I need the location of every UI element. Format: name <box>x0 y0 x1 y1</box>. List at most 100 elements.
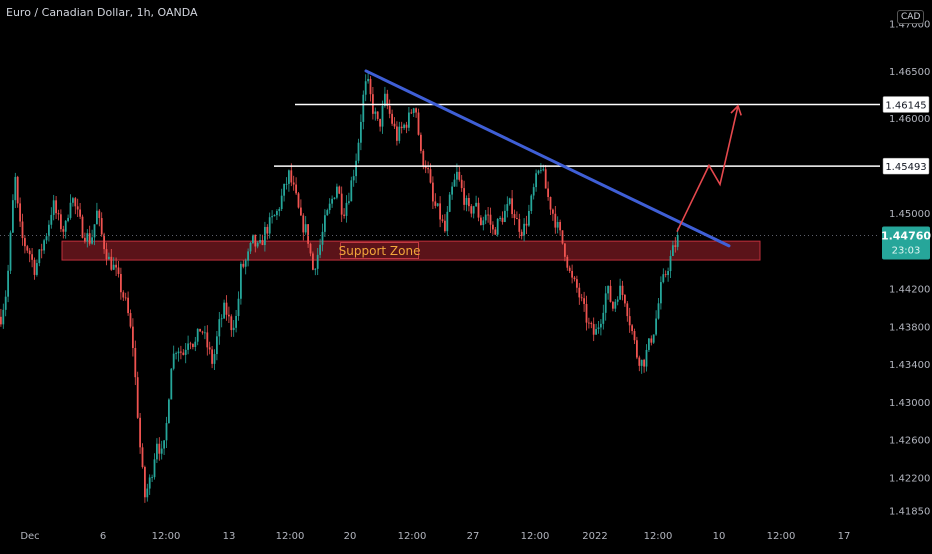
candle-body <box>417 112 420 135</box>
support-zone-label: Support Zone <box>339 244 421 258</box>
time-axis-tick: 2022 <box>582 531 607 542</box>
candle-body <box>247 251 249 261</box>
level-price-label-1-box <box>882 96 930 113</box>
candle-body <box>268 217 271 234</box>
candle-body <box>36 263 38 275</box>
candle-body <box>391 113 393 124</box>
time-axis-tick: 17 <box>838 531 851 542</box>
candle-body <box>254 234 257 247</box>
candle-body <box>434 201 437 206</box>
candle-body <box>230 316 233 331</box>
candle-body <box>160 448 163 454</box>
candle-body <box>276 211 278 216</box>
candle-body <box>187 343 189 350</box>
candle-body <box>499 217 501 219</box>
candle-body <box>19 203 21 222</box>
candle-body <box>199 328 201 332</box>
candle-body <box>0 316 2 325</box>
candle-body <box>609 285 612 302</box>
candle-body <box>376 111 379 119</box>
candle-body <box>74 198 77 207</box>
time-axis-tick: 12:00 <box>767 531 796 542</box>
candle-body <box>480 217 482 225</box>
candle-body <box>33 259 36 275</box>
candle-body <box>84 237 86 242</box>
candle-body <box>662 274 665 283</box>
candle-body <box>103 234 105 250</box>
candle-body <box>86 233 89 242</box>
candle-body <box>477 202 480 218</box>
candle-body <box>242 263 245 267</box>
candle-body <box>300 207 302 216</box>
candle-body <box>40 249 43 251</box>
candle-body <box>163 440 165 449</box>
candle-body <box>79 209 81 217</box>
time-axis-tick: 12:00 <box>152 531 181 542</box>
candle-body <box>194 341 197 347</box>
candle-body <box>472 206 475 214</box>
candle-body <box>153 459 156 478</box>
candle-body <box>288 170 290 184</box>
candle-body <box>379 118 381 127</box>
candle-body <box>348 201 350 203</box>
candle-body <box>237 298 240 317</box>
candle-body <box>345 202 348 216</box>
projection-path[interactable] <box>676 105 739 233</box>
candle-body <box>367 78 369 82</box>
candle-body <box>650 338 653 343</box>
candle-body <box>326 210 329 216</box>
candle-body <box>360 121 362 143</box>
trendline[interactable] <box>364 69 731 248</box>
candle-body <box>626 303 629 317</box>
symbol-title: Euro / Canadian Dollar, 1h, OANDA <box>6 6 198 19</box>
candle-body <box>52 200 55 215</box>
candle-body <box>588 322 590 324</box>
candle-body <box>285 183 288 185</box>
candle-body <box>549 197 552 210</box>
time-axis-tick: 6 <box>100 531 106 542</box>
candle-body <box>508 198 511 205</box>
candle-body <box>655 318 657 335</box>
candle-body <box>170 368 173 400</box>
candle-body <box>98 210 101 219</box>
candle-body <box>456 171 458 180</box>
time-axis-tick: 12:00 <box>521 531 550 542</box>
candle-body <box>148 477 151 489</box>
candle-body <box>69 202 72 218</box>
candle-body <box>674 245 677 247</box>
candle-body <box>660 282 662 304</box>
candle-body <box>410 112 413 114</box>
candle-body <box>105 249 108 260</box>
time-axis-tick: 27 <box>467 531 480 542</box>
candle-body <box>93 224 96 238</box>
currency-badge[interactable]: CAD <box>897 10 925 24</box>
candle-body <box>552 209 554 214</box>
candle-body <box>444 220 446 232</box>
candle-body <box>496 218 499 235</box>
time-axis[interactable] <box>0 522 880 550</box>
candle-body <box>475 202 477 207</box>
candle-body <box>309 243 312 254</box>
candle-body <box>91 237 93 244</box>
candle-body <box>657 303 660 319</box>
candle-body <box>633 331 636 341</box>
candle-body <box>129 313 132 327</box>
candle-body <box>624 294 626 304</box>
candle-body <box>127 297 129 314</box>
candle-body <box>396 126 398 141</box>
price-axis[interactable] <box>880 0 932 550</box>
candle-body <box>386 93 389 106</box>
price-axis-tick: 1.41850 <box>889 507 930 518</box>
price-axis-tick: 1.46000 <box>889 114 930 125</box>
candle-body <box>156 443 158 460</box>
price-axis-tick: 1.42600 <box>889 436 930 447</box>
candle-body <box>316 254 319 269</box>
candle-body <box>297 193 300 208</box>
candle-body <box>621 285 624 295</box>
candle-body <box>302 215 305 233</box>
candle-body <box>14 176 17 201</box>
candle-body <box>16 176 19 204</box>
support-zone[interactable] <box>61 240 761 261</box>
